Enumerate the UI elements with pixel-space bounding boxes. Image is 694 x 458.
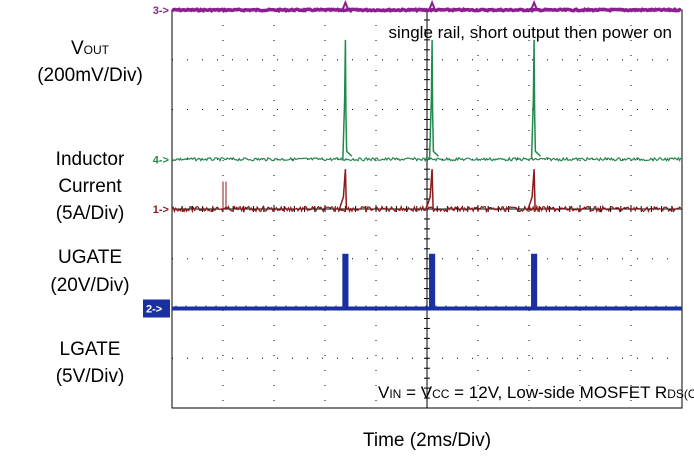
x-axis-label: Time (2ms/Div) bbox=[363, 430, 491, 451]
channel-label-lg: LGATE bbox=[60, 339, 121, 360]
chart-title: single rail, short output then power on bbox=[388, 23, 672, 42]
channel-labels: VOUT (200mV/Div) Inductor Current (5A/Div) UG… bbox=[37, 38, 143, 387]
channel-label-ug: UGATE bbox=[58, 247, 122, 268]
channel-marker-il: 4-> bbox=[153, 154, 169, 166]
channel-marker-vout: 3-> bbox=[153, 5, 169, 17]
channel-markers: 3-> 4-> 1-> 2-> bbox=[143, 5, 170, 318]
channel-label-il: (5A/Div) bbox=[56, 203, 125, 224]
trace-vout bbox=[172, 9, 681, 10]
channel-label-vout: VOUT bbox=[71, 38, 110, 59]
channel-label-il: Current bbox=[58, 176, 122, 197]
channel-label-vout: (200mV/Div) bbox=[37, 65, 143, 86]
channel-marker-lg: 2-> bbox=[146, 304, 162, 316]
lgate-pulse bbox=[531, 254, 537, 309]
lgate-pulse bbox=[342, 254, 348, 309]
conditions-annotation: VIN = VCC = 12V, Low-side MOSFET RDS(ON)… bbox=[378, 383, 694, 402]
lgate-pulse bbox=[429, 254, 435, 309]
channel-marker-ug: 1-> bbox=[153, 204, 169, 216]
channel-label-ug: (20V/Div) bbox=[50, 275, 129, 296]
channel-label-il: Inductor bbox=[56, 149, 125, 170]
channel-label-lg: (5V/Div) bbox=[56, 366, 125, 387]
